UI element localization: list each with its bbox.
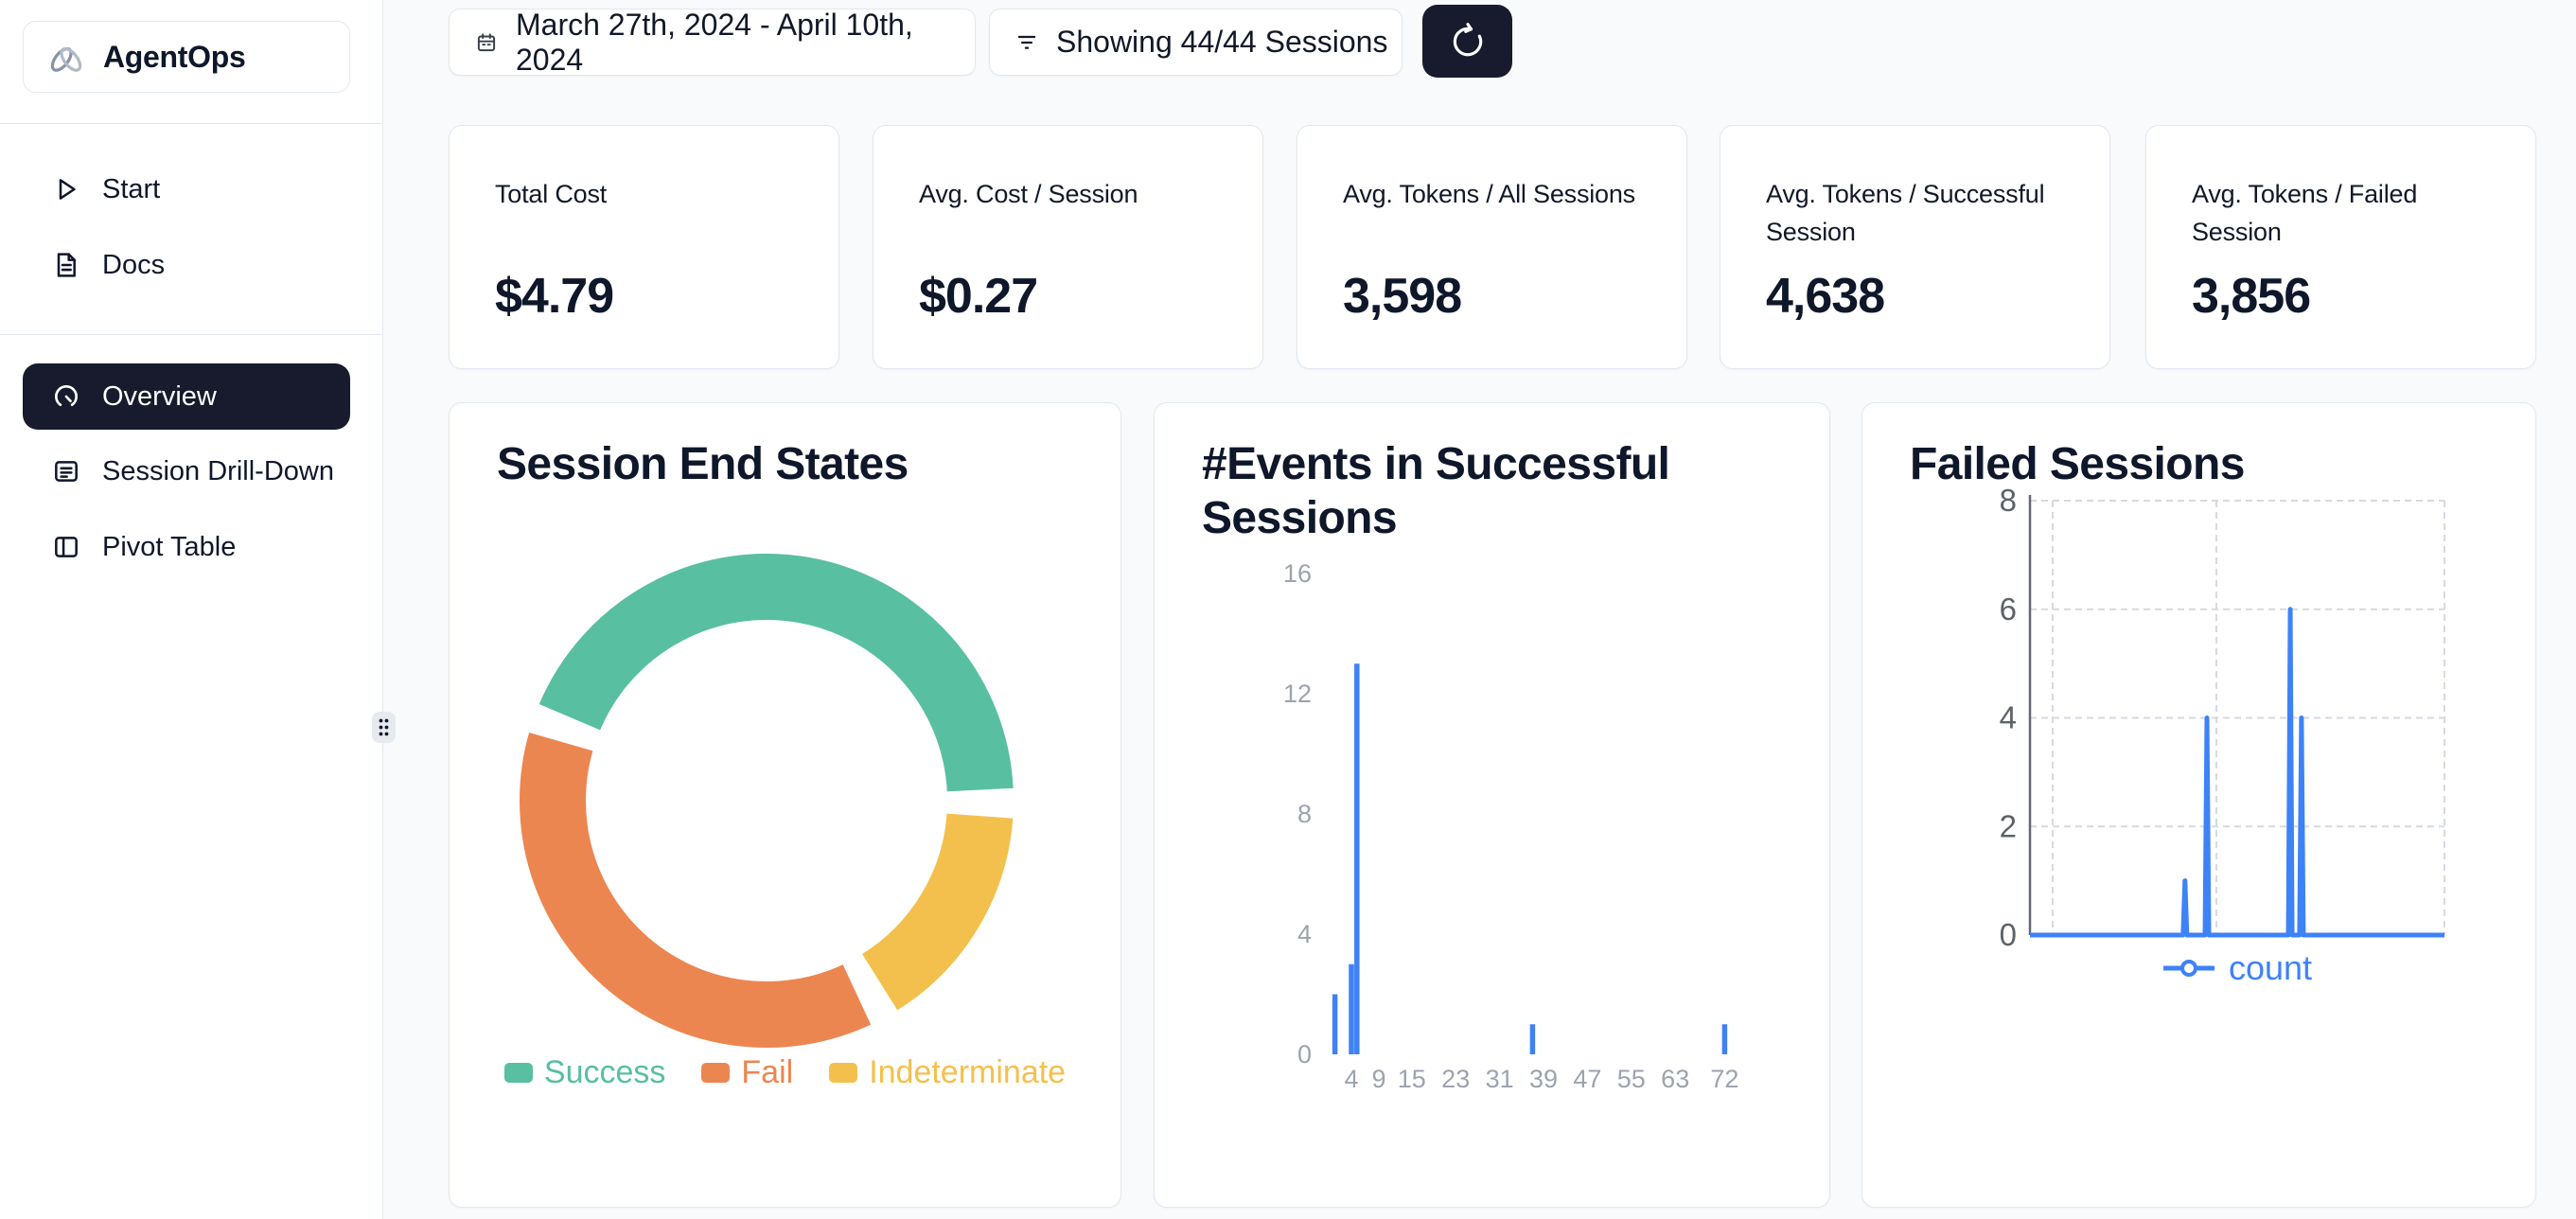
legend-item-fail[interactable]: Fail: [701, 1054, 793, 1091]
list-icon: [51, 456, 81, 486]
stat-label: Avg. Cost / Session: [919, 180, 1138, 208]
legend-swatch: [701, 1063, 731, 1083]
sidebar-resize-handle[interactable]: [372, 712, 396, 743]
chart-title: Session End States: [497, 439, 909, 489]
docs-icon: [51, 250, 81, 280]
session-end-states-card: Session End States Success Fail Indeterm…: [449, 402, 1121, 1208]
svg-text:4: 4: [1344, 1065, 1358, 1093]
stat-value: 3,856: [2192, 269, 2311, 324]
agentops-logo-icon: [44, 35, 88, 79]
svg-text:9: 9: [1371, 1065, 1385, 1093]
svg-text:2: 2: [2000, 808, 2017, 843]
sessions-filter-label: Showing 44/44 Sessions: [1056, 25, 1388, 59]
events-histogram-card: #Events in Successful Sessions 0 4 8 12 16 4 9…: [1154, 402, 1830, 1208]
donut-legend: Success Fail Indeterminate: [450, 1054, 1120, 1091]
legend-label: Fail: [741, 1054, 794, 1090]
stat-label: Avg. Tokens / All Sessions: [1343, 180, 1635, 208]
refresh-button[interactable]: [1422, 5, 1512, 78]
svg-text:72: 72: [1710, 1065, 1738, 1093]
svg-text:4: 4: [1297, 920, 1312, 948]
stat-label: Avg. Tokens / Successful Session: [1766, 180, 2045, 246]
svg-text:12: 12: [1283, 680, 1312, 708]
date-range-label: March 27th, 2024 - April 10th, 2024: [516, 7, 913, 77]
stat-value: 4,638: [1766, 269, 1885, 324]
line-series-marker-icon: [2162, 958, 2215, 979]
svg-text:6: 6: [2000, 592, 2017, 627]
sidebar-item-session-drill-down[interactable]: Session Drill-Down: [23, 438, 350, 504]
line-chart: 0 2 4 6 8: [2000, 483, 2445, 952]
stat-value: $0.27: [919, 269, 1038, 324]
play-icon: [51, 174, 81, 204]
svg-text:8: 8: [2000, 483, 2017, 518]
legend-swatch: [829, 1063, 858, 1083]
sidebar-divider: [0, 334, 383, 335]
sessions-filter-button[interactable]: Showing 44/44 Sessions: [989, 9, 1403, 76]
svg-text:55: 55: [1617, 1065, 1646, 1093]
legend-label: Indeterminate: [869, 1054, 1067, 1090]
sidebar-item-label: Pivot Table: [102, 531, 237, 562]
grip-dots-icon: [378, 717, 390, 737]
stat-value: $4.79: [495, 269, 614, 324]
stat-card-total-cost: Total Cost $4.79: [449, 125, 839, 369]
svg-text:8: 8: [1297, 800, 1312, 828]
line-series-label: count: [2228, 948, 2313, 987]
svg-text:16: 16: [1283, 559, 1312, 588]
stat-label: Total Cost: [495, 180, 608, 208]
refresh-icon: [1449, 22, 1487, 61]
svg-text:0: 0: [1297, 1040, 1312, 1069]
svg-text:0: 0: [2000, 917, 2017, 952]
svg-text:4: 4: [2000, 700, 2017, 735]
legend-label: Success: [543, 1054, 666, 1090]
chart-title: #Events in Successful Sessions: [1202, 439, 1670, 543]
svg-text:39: 39: [1529, 1065, 1558, 1093]
filter-icon: [1015, 30, 1039, 55]
sidebar-item-pivot-table[interactable]: Pivot Table: [23, 514, 350, 580]
app-name: AgentOps: [103, 39, 246, 74]
sidebar-item-overview[interactable]: Overview: [23, 363, 350, 430]
sidebar-item-label: Session Drill-Down: [102, 455, 334, 486]
sidebar-item-label: Docs: [102, 249, 166, 280]
stat-card-avg-tokens-successful: Avg. Tokens / Successful Session 4,638: [1720, 125, 2110, 369]
legend-item-success[interactable]: Success: [503, 1054, 666, 1091]
line-legend[interactable]: count: [2030, 948, 2444, 988]
stat-value: 3,598: [1343, 269, 1462, 324]
sidebar-divider: [0, 123, 383, 124]
app-logo[interactable]: AgentOps: [23, 21, 350, 93]
svg-text:31: 31: [1486, 1065, 1514, 1093]
svg-text:15: 15: [1398, 1065, 1426, 1093]
donut-chart: [520, 554, 1014, 1048]
svg-text:23: 23: [1441, 1065, 1470, 1093]
failed-sessions-card: Failed Sessions 0 2 4 6 8 count: [1861, 402, 2536, 1208]
sidebar-item-docs[interactable]: Docs: [23, 232, 350, 298]
svg-text:47: 47: [1573, 1065, 1601, 1093]
sidebar: AgentOps Start Docs Overview: [0, 0, 383, 1219]
chart-title: Failed Sessions: [1910, 439, 2245, 489]
stat-card-avg-tokens-failed: Avg. Tokens / Failed Session 3,856: [2145, 125, 2536, 369]
sidebar-item-label: Overview: [102, 380, 217, 412]
legend-swatch: [503, 1063, 533, 1083]
sidebar-item-label: Start: [102, 173, 161, 204]
calendar-icon: [474, 30, 499, 55]
legend-item-indeterminate[interactable]: Indeterminate: [829, 1054, 1066, 1091]
gauge-icon: [51, 381, 81, 412]
stat-card-avg-tokens-all: Avg. Tokens / All Sessions 3,598: [1297, 125, 1687, 369]
svg-text:63: 63: [1661, 1065, 1689, 1093]
date-range-button[interactable]: March 27th, 2024 - April 10th, 2024: [449, 7, 976, 77]
columns-icon: [51, 532, 81, 562]
sidebar-item-start[interactable]: Start: [23, 156, 350, 222]
stat-label: Avg. Tokens / Failed Session: [2192, 180, 2418, 246]
stat-card-avg-cost-session: Avg. Cost / Session $0.27: [873, 125, 1263, 369]
